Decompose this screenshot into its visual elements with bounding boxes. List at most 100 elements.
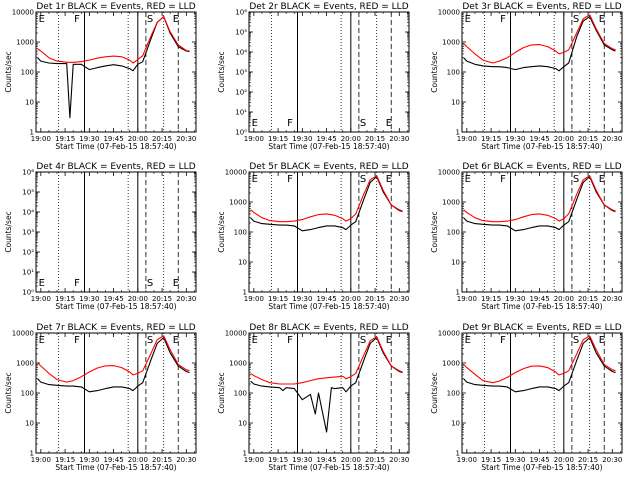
- marker-label: E: [599, 335, 605, 346]
- panel-title: Det 4r BLACK = Events, RED = LLD: [36, 162, 195, 172]
- y-tick-label: 10²: [22, 249, 34, 257]
- y-axis-label: Counts/sec: [430, 211, 439, 252]
- plot-frame: [461, 11, 623, 133]
- panel-title: Det 2r BLACK = Events, RED = LLD: [249, 2, 408, 12]
- events-series-line: [37, 337, 190, 393]
- y-tick-label: 10⁴: [235, 49, 247, 57]
- x-tick-label: 20:30: [176, 135, 196, 143]
- y-tick-label: 10³: [235, 69, 247, 77]
- panel-det-1: Det 1r BLACK = Events, RED = LLD 1 10 100 10…: [4, 2, 197, 151]
- x-tick-label: 20:15: [365, 456, 385, 464]
- x-tick-label: 19:30: [505, 135, 525, 143]
- y-tick-label: 10⁶: [235, 9, 247, 17]
- x-tick-label: 20:30: [176, 456, 196, 464]
- marker-label: E: [39, 335, 45, 346]
- x-tick-label: 20:30: [176, 295, 196, 303]
- x-axis-label: Start Time (07-Feb-15 18:57:40): [481, 463, 602, 472]
- plot-frame: [248, 11, 410, 133]
- panel-det-3: Det 3r BLACK = Events, RED = LLD 1 10 100 10…: [430, 2, 623, 151]
- y-tick-label: 10⁰: [22, 289, 34, 297]
- panel-det-4: Det 4r BLACK = Events, RED = LLD 10⁰ 10¹ 10…: [4, 162, 197, 311]
- y-tick-label: 10000: [438, 9, 460, 17]
- marker-label: E: [599, 174, 605, 185]
- x-tick-label: 20:15: [152, 456, 172, 464]
- x-tick-label: 20:15: [578, 295, 598, 303]
- y-tick-label: 10: [25, 99, 34, 107]
- x-tick-label: 19:15: [55, 456, 75, 464]
- y-axis-label: Counts/sec: [217, 51, 226, 92]
- y-axis-label: Counts/sec: [217, 372, 226, 413]
- y-tick-label: 1000: [442, 39, 460, 47]
- x-tick-label: 19:15: [481, 456, 501, 464]
- y-tick-label: 10000: [12, 9, 34, 17]
- x-tick-label: 19:30: [292, 456, 312, 464]
- x-tick-label: 19:00: [31, 135, 51, 143]
- y-tick-label: 100: [21, 69, 34, 77]
- y-tick-label: 100: [234, 390, 247, 398]
- marker-label: S: [573, 174, 579, 185]
- marker-label: E: [252, 174, 258, 185]
- x-tick-label: 20:15: [152, 135, 172, 143]
- marker-label: E: [386, 335, 392, 346]
- x-tick-label: 19:00: [31, 295, 51, 303]
- y-tick-label: 10000: [12, 330, 34, 338]
- y-tick-label: 10¹: [22, 269, 34, 277]
- y-tick-label: 1000: [16, 39, 34, 47]
- y-tick-label: 1000: [229, 199, 247, 207]
- panel-det-5: Det 5r BLACK = Events, RED = LLD 1 10 100 10…: [217, 162, 410, 311]
- y-tick-label: 10: [451, 259, 460, 267]
- x-tick-label: 19:15: [55, 295, 75, 303]
- y-tick-label: 10000: [225, 330, 247, 338]
- x-axis-label: Start Time (07-Feb-15 18:57:40): [481, 142, 602, 151]
- y-axis-label: Counts/sec: [430, 51, 439, 92]
- marker-label: F: [287, 174, 293, 185]
- y-tick-label: 1: [30, 129, 34, 137]
- marker-label: S: [147, 14, 153, 25]
- x-tick-label: 20:30: [602, 456, 622, 464]
- marker-label: F: [74, 335, 80, 346]
- lld-series-line: [463, 14, 616, 64]
- y-tick-label: 1: [456, 129, 460, 137]
- events-series-line: [250, 176, 403, 232]
- panel-title: Det 3r BLACK = Events, RED = LLD: [462, 2, 621, 12]
- y-tick-label: 1000: [442, 199, 460, 207]
- y-tick-label: 1: [243, 289, 247, 297]
- marker-label: S: [147, 278, 153, 289]
- marker-label: E: [39, 14, 45, 25]
- lld-series-line: [37, 16, 190, 64]
- y-tick-label: 100: [234, 229, 247, 237]
- x-tick-label: 20:00: [554, 295, 574, 303]
- panel-det-7: Det 7r BLACK = Events, RED = LLD 1 10 100 10…: [4, 323, 197, 472]
- y-tick-label: 10: [25, 420, 34, 428]
- marker-label: E: [252, 335, 258, 346]
- y-axis-label: Counts/sec: [4, 372, 13, 413]
- x-tick-label: 19:45: [529, 135, 549, 143]
- y-tick-label: 1: [456, 289, 460, 297]
- x-tick-label: 19:45: [103, 135, 123, 143]
- y-tick-label: 10⁴: [22, 209, 34, 217]
- panel-det-2: Det 2r BLACK = Events, RED = LLD 10⁰ 10¹ 10…: [217, 2, 410, 151]
- y-tick-label: 10⁵: [22, 189, 34, 197]
- panel-title: Det 1r BLACK = Events, RED = LLD: [36, 2, 195, 12]
- x-tick-label: 19:15: [268, 456, 288, 464]
- x-tick-label: 20:00: [554, 135, 574, 143]
- y-tick-label: 10³: [22, 229, 34, 237]
- events-series-line: [463, 16, 616, 72]
- x-tick-label: 20:00: [341, 295, 361, 303]
- x-tick-label: 19:15: [268, 295, 288, 303]
- x-tick-label: 19:45: [316, 456, 336, 464]
- x-tick-label: 20:00: [128, 135, 148, 143]
- y-tick-label: 10¹: [235, 109, 247, 117]
- lld-series-line: [37, 335, 190, 383]
- marker-label: E: [386, 174, 392, 185]
- x-tick-label: 19:00: [457, 135, 477, 143]
- marker-label: S: [573, 14, 579, 25]
- x-tick-label: 19:00: [31, 456, 51, 464]
- y-tick-label: 100: [21, 390, 34, 398]
- x-tick-label: 19:30: [79, 135, 99, 143]
- x-axis-label: Start Time (07-Feb-15 18:57:40): [55, 463, 176, 472]
- y-tick-label: 10000: [438, 330, 460, 338]
- x-axis-label: Start Time (07-Feb-15 18:57:40): [268, 142, 389, 151]
- x-tick-label: 19:15: [481, 135, 501, 143]
- panel-title: Det 9r BLACK = Events, RED = LLD: [462, 323, 621, 333]
